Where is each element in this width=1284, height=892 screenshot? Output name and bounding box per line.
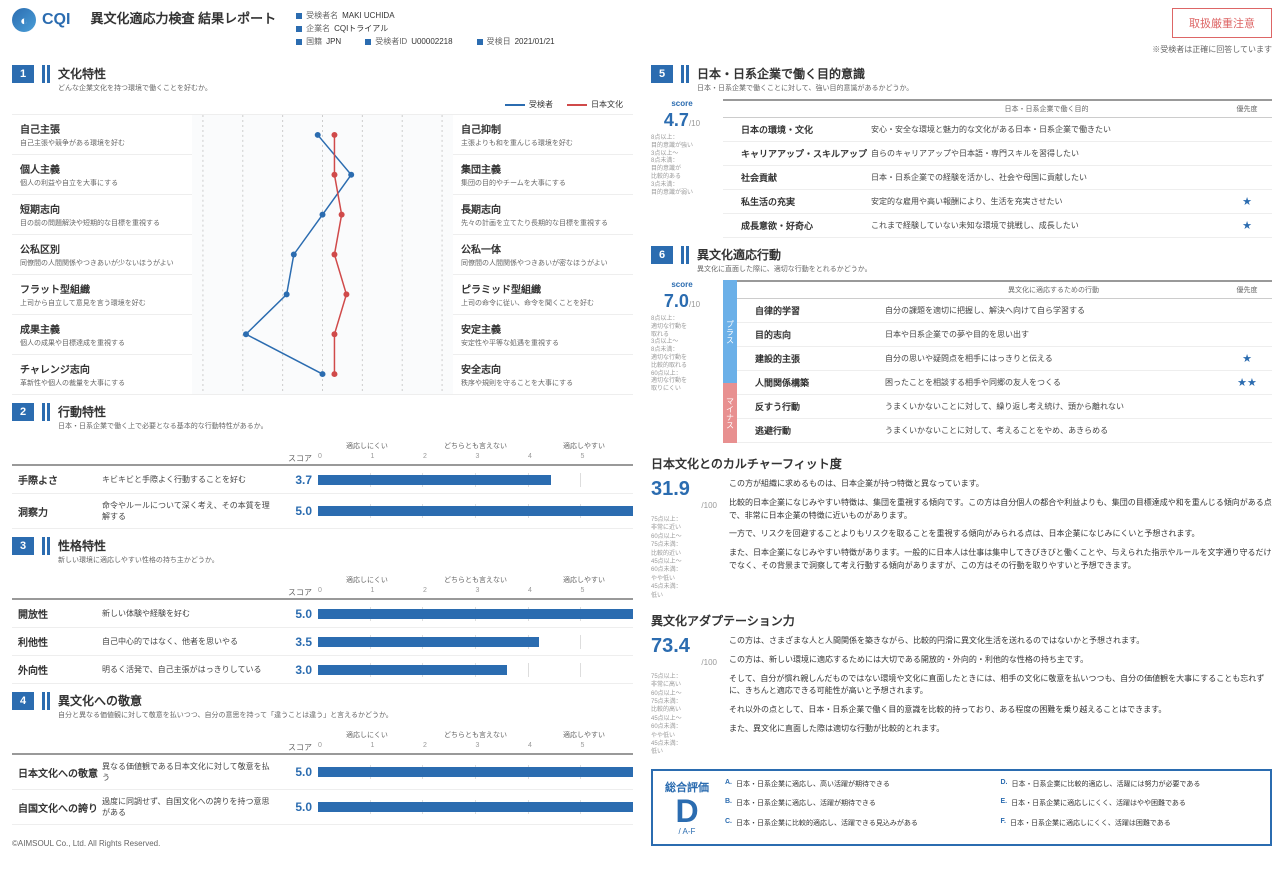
culture-right-3: 公私一体同僚間の人間関係やつきあいが密なほうがよい (453, 235, 633, 275)
culture-fit-title: 日本文化とのカルチャーフィット度 (651, 455, 1272, 472)
section-3-title: 性格特性 (58, 537, 219, 554)
section-5-content: score 4.7/10 8点以上：目的意識が強い3点以上〜8点未満：目的意識が… (651, 99, 1272, 238)
meta-date: 2021/01/21 (515, 37, 555, 46)
culture-left-3: 公私区別同僚間の人間関係やつきあいが少ないほうがよい (12, 235, 192, 275)
overall-item: C.日本・日系企業に比較的適応し、活躍できる見込みがある (725, 818, 983, 836)
purpose-row: 逃避行動うまくいかないことに対して、考えることをやめ、あきらめる (737, 419, 1272, 443)
purpose-row: 反すう行動うまくいかないことに対して、繰り返し考え続け、頭から離れない (737, 395, 1272, 419)
meta-name: MAKI UCHIDA (342, 11, 394, 20)
minus-tag: マイナス (723, 383, 737, 443)
overall-item: F.日本・日系企業に適応しにくく、活躍は困難である (1001, 818, 1259, 836)
score-row: 外向性明るく活発で、自己主張がはっきりしている3.0 (12, 656, 633, 684)
meta-company: CQIトライアル (334, 23, 388, 34)
culture-right-6: 安全志向秩序や規則を守ることを大事にする (453, 355, 633, 395)
score-row: 開放性新しい体験や経験を好む5.0 (12, 600, 633, 628)
score-row: 利他性自己中心的ではなく、他者を思いやる3.5 (12, 628, 633, 656)
fit-paragraph: この方は、新しい環境に適応するためには大切である開放的・外向的・利他的な性格の持… (729, 654, 1272, 667)
logo-text: CQI (42, 11, 70, 29)
response-note: ※受検者は正確に回答しています (1152, 44, 1272, 55)
overall-item: A.日本・日系企業に適応し、高い活躍が期待できる (725, 779, 983, 797)
overall-item: B.日本・日系企業に適応し、活躍が期待できる (725, 798, 983, 816)
fit-paragraph: 一方で、リスクを回避することよりもリスクを取ることを重視する傾向がみられる点は、… (729, 528, 1272, 541)
fit-paragraph: この方が組織に求めるものは、日本企業が持つ特徴と異なっています。 (729, 478, 1272, 491)
report-header: ◐ CQI 異文化適応力検査 結果レポート 受検者名MAKI UCHIDA 企業… (12, 8, 1272, 47)
section-3-table: 適応しにくいどちらとも言えない適応しやすいスコア012345開放性新しい体験や経… (12, 573, 633, 684)
purpose-row: 建設的主張自分の思いや疑問点を相手にはっきりと伝える★ (737, 347, 1272, 371)
fit-paragraph: また、異文化に直面した際は適切な行動が比較的とれます。 (729, 723, 1272, 736)
plus-tag: プラス (723, 280, 737, 383)
score-row: 洞察力命令やルールについて深く考え、その本質を理解する5.0 (12, 494, 633, 529)
section-6-content: score 7.0/10 8点以上：適切な行動を取れる3点以上〜8点未満：適切な… (651, 280, 1272, 443)
section-6-header: 6 異文化適応行動 異文化に直面した際に、適切な行動をとれるかどうか。 (651, 246, 1272, 274)
overall-evaluation: 総合評価 D / A-F A.日本・日系企業に適応し、高い活躍が期待できるD.日… (651, 769, 1272, 846)
fit-paragraph: また、日本企業になじみやすい特徴があります。一般的に日本人は仕事は集中してきびき… (729, 547, 1272, 573)
radar-chart (192, 115, 453, 394)
overall-item: E.日本・日系企業に適応しにくく、活躍はやや困難である (1001, 798, 1259, 816)
score-row: 日本文化への敬意異なる価値観である日本文化に対して敬意を払う5.0 (12, 755, 633, 790)
purpose-row: 自律的学習自分の課題を適切に把握し、解決へ向けて自ら学習する (737, 299, 1272, 323)
culture-fit-box: 31.9 /100 75点以上：非常に近い60点以上〜75点未満：比較的近い45… (651, 478, 1272, 600)
section-3-header: 3 性格特性 新しい環境に適応しやすい性格の持ち主かどうか。 (12, 537, 633, 565)
section-2-title: 行動特性 (58, 403, 268, 420)
overall-item: D.日本・日系企業に比較的適応し、活躍には努力が必要である (1001, 779, 1259, 797)
purpose-row: キャリアアップ・スキルアップ自らのキャリアアップや日本語・専門スキルを習得したい (723, 142, 1272, 166)
logo-icon: ◐ (12, 8, 36, 32)
culture-traits-grid: 自己主張自己主張や競争がある環境を好む個人主義個人の利益や自立を大事にする短期志… (12, 114, 633, 395)
section-2-header: 2 行動特性 日本・日系企業で働く上で必要となる基本的な行動特性があるか。 (12, 403, 633, 431)
section-5-header: 5 日本・日系企業で働く目的意識 日本・日系企業で働くことに対して、強い目的意識… (651, 65, 1272, 93)
confidential-badge: 取扱厳重注意 (1172, 8, 1272, 38)
logo: ◐ CQI (12, 8, 70, 32)
culture-right-0: 自己抑制主張よりも和を重んじる環境を好む (453, 115, 633, 155)
culture-right-5: 安定主義安定性や平等な処遇を重視する (453, 315, 633, 355)
fit-paragraph: それ以外の点として、日本・日系企業で働く目的意識を比較的持っており、ある程度の困… (729, 704, 1272, 717)
section-5-title: 日本・日系企業で働く目的意識 (697, 65, 913, 82)
fit1-score: 31.9 (651, 478, 690, 500)
culture-left-4: フラット型組織上司から自立して意見を言う環境を好む (12, 275, 192, 315)
section-4-title: 異文化への敬意 (58, 692, 393, 709)
meta-row-1: 受検者名MAKI UCHIDA (296, 10, 1272, 21)
adaptation-box: 73.4 /100 75点以上：非常に高い60点以上〜75点未満：比較的高い45… (651, 635, 1272, 757)
copyright: ©AIMSOUL Co., Ltd. All Rights Reserved. (12, 839, 633, 848)
purpose-row: 日本の環境・文化安心・安全な環境と魅力的な文化がある日本・日系企業で働きたい (723, 118, 1272, 142)
fit2-score: 73.4 (651, 635, 690, 657)
section-6-score: 7.0 (664, 291, 689, 311)
report-title: 異文化適応力検査 結果レポート (90, 8, 276, 27)
purpose-row: 私生活の充実安定的な雇用や高い報酬により、生活を充実させたい★ (723, 190, 1272, 214)
culture-left-0: 自己主張自己主張や競争がある環境を好む (12, 115, 192, 155)
adaptation-title: 異文化アダプテーション力 (651, 612, 1272, 629)
culture-right-2: 長期志向先々の計画を立てたり長期的な目標を重視する (453, 195, 633, 235)
section-6-title: 異文化適応行動 (697, 246, 872, 263)
culture-right-4: ピラミッド型組織上司の命令に従い、命令を聞くことを好む (453, 275, 633, 315)
purpose-row: 目的志向日本や日系企業での夢や目的を思い出す (737, 323, 1272, 347)
section-1-title: 文化特性 (58, 65, 212, 82)
culture-right-1: 集団主義集団の目的やチームを大事にする (453, 155, 633, 195)
culture-left-6: チャレンジ志向革新性や個人の裁量を大事にする (12, 355, 192, 395)
score-row: 手際よさキビキビと手際よく行動することを好む3.7 (12, 466, 633, 494)
section-1-header: 1 文化特性 どんな企業文化を持つ環境で働くことを好むか。 (12, 65, 633, 93)
fit-paragraph: そして、自分が慣れ親しんだものではない環境や文化に直面したときには、相手の文化に… (729, 673, 1272, 699)
score-row: 自国文化への誇り過度に同調せず、自国文化への誇りを持つ意思がある5.0 (12, 790, 633, 825)
purpose-row: 人間関係構築困ったことを相談する相手や同郷の友人をつくる★★ (737, 371, 1272, 395)
section-2-table: 適応しにくいどちらとも言えない適応しやすいスコア012345手際よさキビキビと手… (12, 439, 633, 529)
meta-id: U00002218 (411, 37, 452, 46)
section-4-header: 4 異文化への敬意 自分と異なる価値観に対して敬意を払いつつ、自分の意思を持って… (12, 692, 633, 720)
radar-legend: 受検者 日本文化 (12, 99, 623, 110)
overall-grade: D (665, 795, 709, 827)
purpose-row: 社会貢献日本・日系企業での経験を活かし、社会や母国に貢献したい (723, 166, 1272, 190)
culture-left-2: 短期志向目の前の問題解決や短期的な目標を重視する (12, 195, 192, 235)
section-5-score: 4.7 (664, 110, 689, 130)
section-4-table: 適応しにくいどちらとも言えない適応しやすいスコア012345日本文化への敬意異な… (12, 728, 633, 825)
fit-paragraph: この方は、さまざまな人と人間関係を築きながら、比較的円滑に異文化生活を送れるので… (729, 635, 1272, 648)
fit-paragraph: 比較的日本企業になじみやすい特徴は、集団を重視する傾向です。この方は自分個人の都… (729, 497, 1272, 523)
purpose-row: 成長意欲・好奇心これまで経験していない未知な環境で挑戦し、成長したい★ (723, 214, 1272, 238)
meta-nationality: JPN (326, 37, 341, 46)
culture-left-5: 成果主義個人の成果や目標達成を重視する (12, 315, 192, 355)
culture-left-1: 個人主義個人の利益や自立を大事にする (12, 155, 192, 195)
